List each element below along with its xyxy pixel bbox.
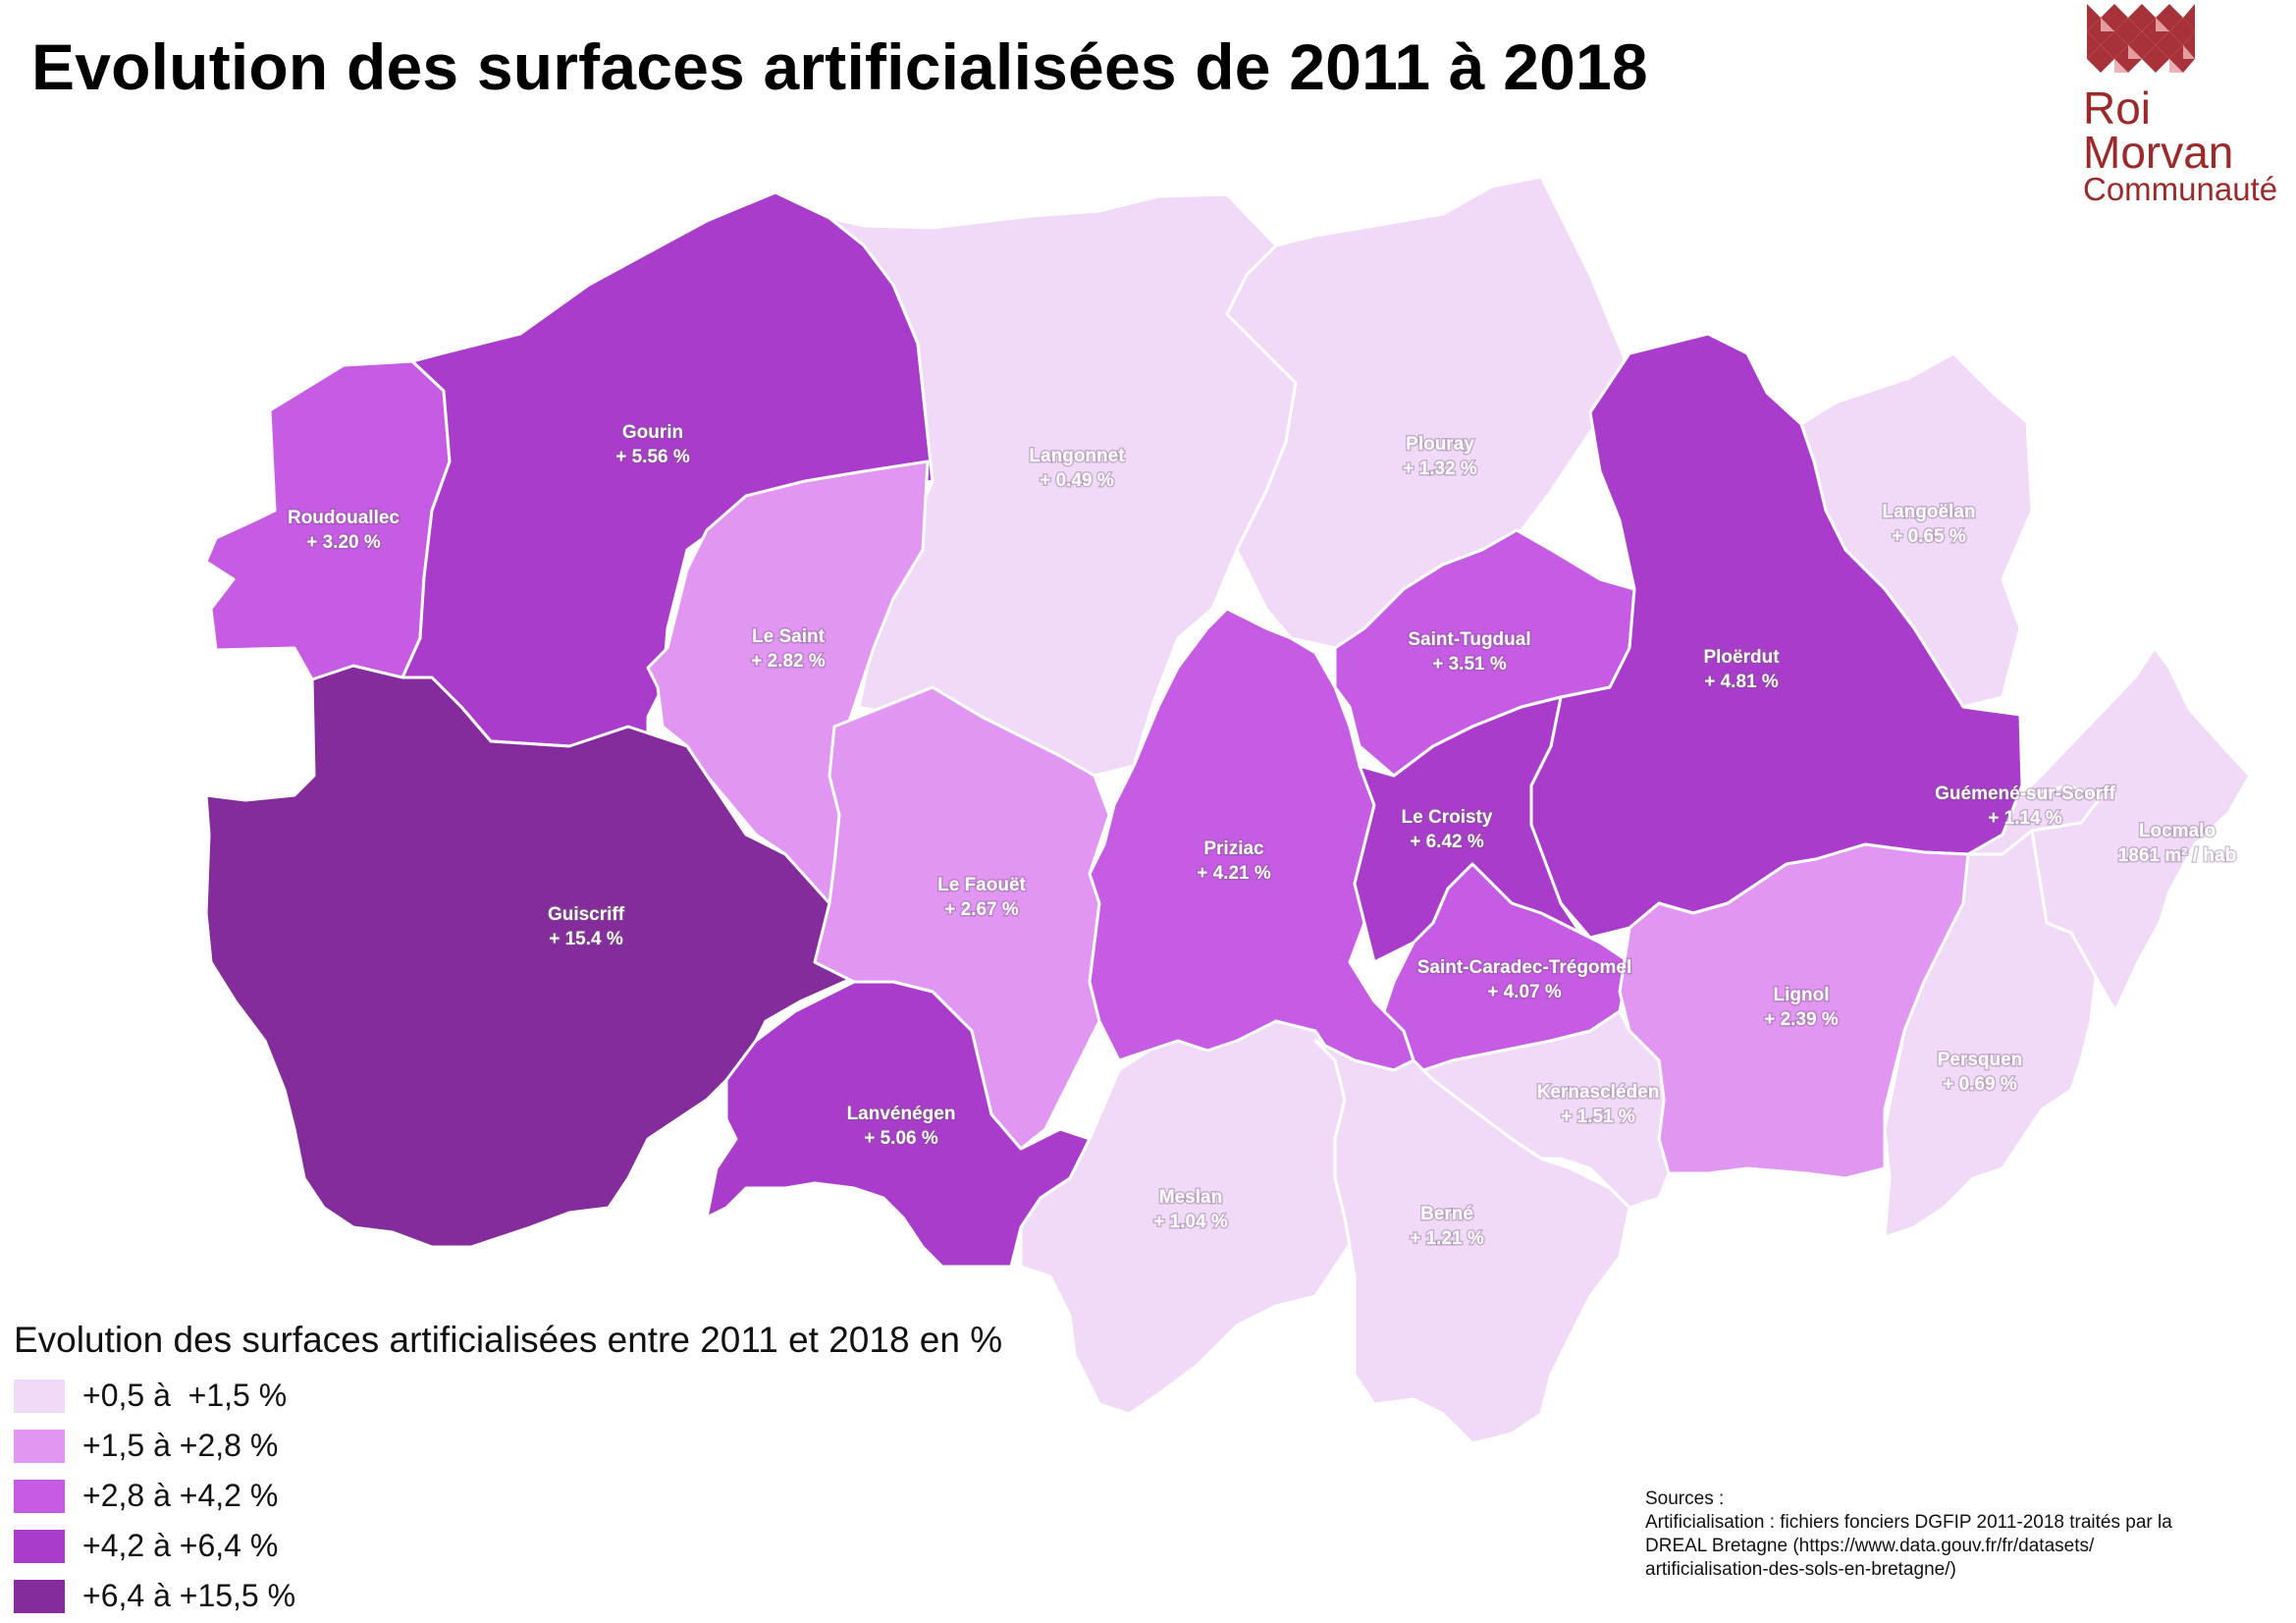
commune-persquen[interactable]: [1883, 829, 2098, 1239]
label-saint-tugdual-name: Saint-Tugdual: [1408, 629, 1530, 650]
label-gourin-name: Gourin: [622, 422, 683, 443]
label-gourin-value: + 5.56 %: [615, 447, 690, 467]
commune-le-faouet[interactable]: [813, 685, 1111, 1151]
commune-berne[interactable]: [1313, 1039, 1631, 1445]
sources: Sources : Artificialisation : fichiers f…: [1645, 1488, 2273, 1582]
logo: Roi Morvan Communauté: [2079, 4, 2296, 210]
label-lignol-value: + 2.39 %: [1764, 1009, 1839, 1030]
legend-item: +4,2 à +6,4 %: [14, 1521, 1094, 1571]
label-ploerdut-name: Ploërdut: [1703, 647, 1780, 668]
legend-label: +0,5 à +1,5 %: [82, 1378, 288, 1413]
label-plouray-value: + 1.32 %: [1403, 459, 1477, 479]
commune-meslan[interactable]: [1019, 1019, 1357, 1416]
label-le-croisty-name: Le Croisty: [1402, 807, 1493, 828]
commune-lanvenegen[interactable]: [705, 980, 1092, 1269]
legend-label: +6,4 à +15,5 %: [82, 1578, 296, 1613]
legend-swatch: [14, 1429, 65, 1463]
label-guemene-sur-scorff-name: Guémené-sur-Scorff: [1935, 784, 2115, 804]
label-le-faouet-name: Le Faouët: [937, 875, 1026, 895]
label-saint-tugdual-value: + 3.51 %: [1432, 654, 1507, 675]
logo-line-3: Communauté: [2083, 171, 2278, 207]
label-persquen-value: + 0.69 %: [1943, 1074, 2017, 1095]
legend-item: +6,4 à +15,5 %: [14, 1571, 1094, 1621]
label-priziac-name: Priziac: [1203, 839, 1264, 859]
label-guiscriff-value: + 15.4 %: [549, 929, 623, 949]
label-langoelan-name: Langoëlan: [1882, 502, 1975, 522]
label-plouray-name: Plouray: [1406, 434, 1474, 455]
label-priziac-value: + 4.21 %: [1197, 863, 1271, 884]
label-langonnet-value: + 0.49 %: [1040, 470, 1114, 491]
legend-item: +1,5 à +2,8 %: [14, 1421, 1094, 1471]
legend: Evolution des surfaces artificialisées e…: [14, 1318, 1094, 1621]
label-saint-caradec-tregomel-name: Saint-Caradec-Trégomel: [1417, 957, 1632, 978]
label-roudouallec-name: Roudouallec: [288, 508, 400, 528]
legend-label: +1,5 à +2,8 %: [82, 1428, 279, 1463]
commune-gourin[interactable]: [400, 190, 934, 758]
logo-mark-icon: [2087, 4, 2195, 73]
sources-line-3: artificialisation-des-sols-en-bretagne/): [1645, 1559, 1956, 1580]
label-lanvenegen-value: + 5.06 %: [864, 1128, 938, 1149]
legend-title: Evolution des surfaces artificialisées e…: [14, 1320, 1003, 1360]
legend-swatch: [14, 1379, 65, 1413]
legend-swatch: [14, 1579, 65, 1613]
label-kernascleden-value: + 1.51 %: [1561, 1107, 1635, 1127]
legend-item: +0,5 à +1,5 %: [14, 1371, 1094, 1421]
commune-guiscriff[interactable]: [204, 664, 905, 1249]
label-persquen-name: Persquen: [1938, 1050, 2023, 1070]
label-lignol-name: Lignol: [1774, 985, 1830, 1005]
label-roudouallec-value: + 3.20 %: [306, 532, 381, 553]
label-locmalo-name: Locmalo: [2139, 821, 2216, 841]
label-berne-name: Berné: [1420, 1204, 1473, 1224]
label-langoelan-value: + 0.65 %: [1892, 526, 1966, 547]
label-kernascleden-name: Kernascléden: [1537, 1082, 1660, 1103]
legend-label: +2,8 à +4,2 %: [82, 1478, 279, 1513]
label-lanvenegen-name: Lanvénégen: [847, 1104, 956, 1124]
logo-line-2: Morvan: [2083, 127, 2234, 178]
commune-labels: Gourin + 5.56 % Roudouallec + 3.20 % Lan…: [286, 421, 2237, 1251]
page-title: Evolution des surfaces artificialisées d…: [31, 30, 1648, 103]
legend-swatch: [14, 1529, 65, 1563]
label-guemene-sur-scorff-value: + 1.14 %: [1988, 808, 2062, 829]
legend-label: +4,2 à +6,4 %: [82, 1528, 279, 1563]
label-meslan-name: Meslan: [1159, 1187, 1222, 1208]
sources-heading: Sources :: [1645, 1488, 1725, 1509]
sources-line-2: DREAL Bretagne (https://www.data.gouv.fr…: [1645, 1536, 2095, 1556]
label-le-saint-value: + 2.82 %: [751, 651, 826, 672]
label-le-croisty-value: + 6.42 %: [1410, 832, 1484, 852]
label-le-saint-name: Le Saint: [752, 626, 826, 647]
label-guiscriff-name: Guiscriff: [548, 904, 625, 925]
legend-item: +2,8 à +4,2 %: [14, 1471, 1094, 1521]
label-langonnet-name: Langonnet: [1029, 446, 1125, 466]
label-saint-caradec-tregomel-value: + 4.07 %: [1487, 982, 1562, 1002]
label-berne-value: + 1.21 %: [1410, 1228, 1484, 1249]
label-le-faouet-value: + 2.67 %: [944, 899, 1019, 920]
legend-swatch: [14, 1479, 65, 1513]
label-meslan-value: + 1.04 %: [1153, 1212, 1228, 1232]
label-ploerdut-value: + 4.81 %: [1704, 672, 1779, 692]
logo-line-1: Roi: [2083, 82, 2152, 134]
sources-line-1: Artificialisation : fichiers fonciers DG…: [1645, 1512, 2172, 1533]
label-locmalo-value: 1861 m² / hab: [2118, 845, 2236, 866]
